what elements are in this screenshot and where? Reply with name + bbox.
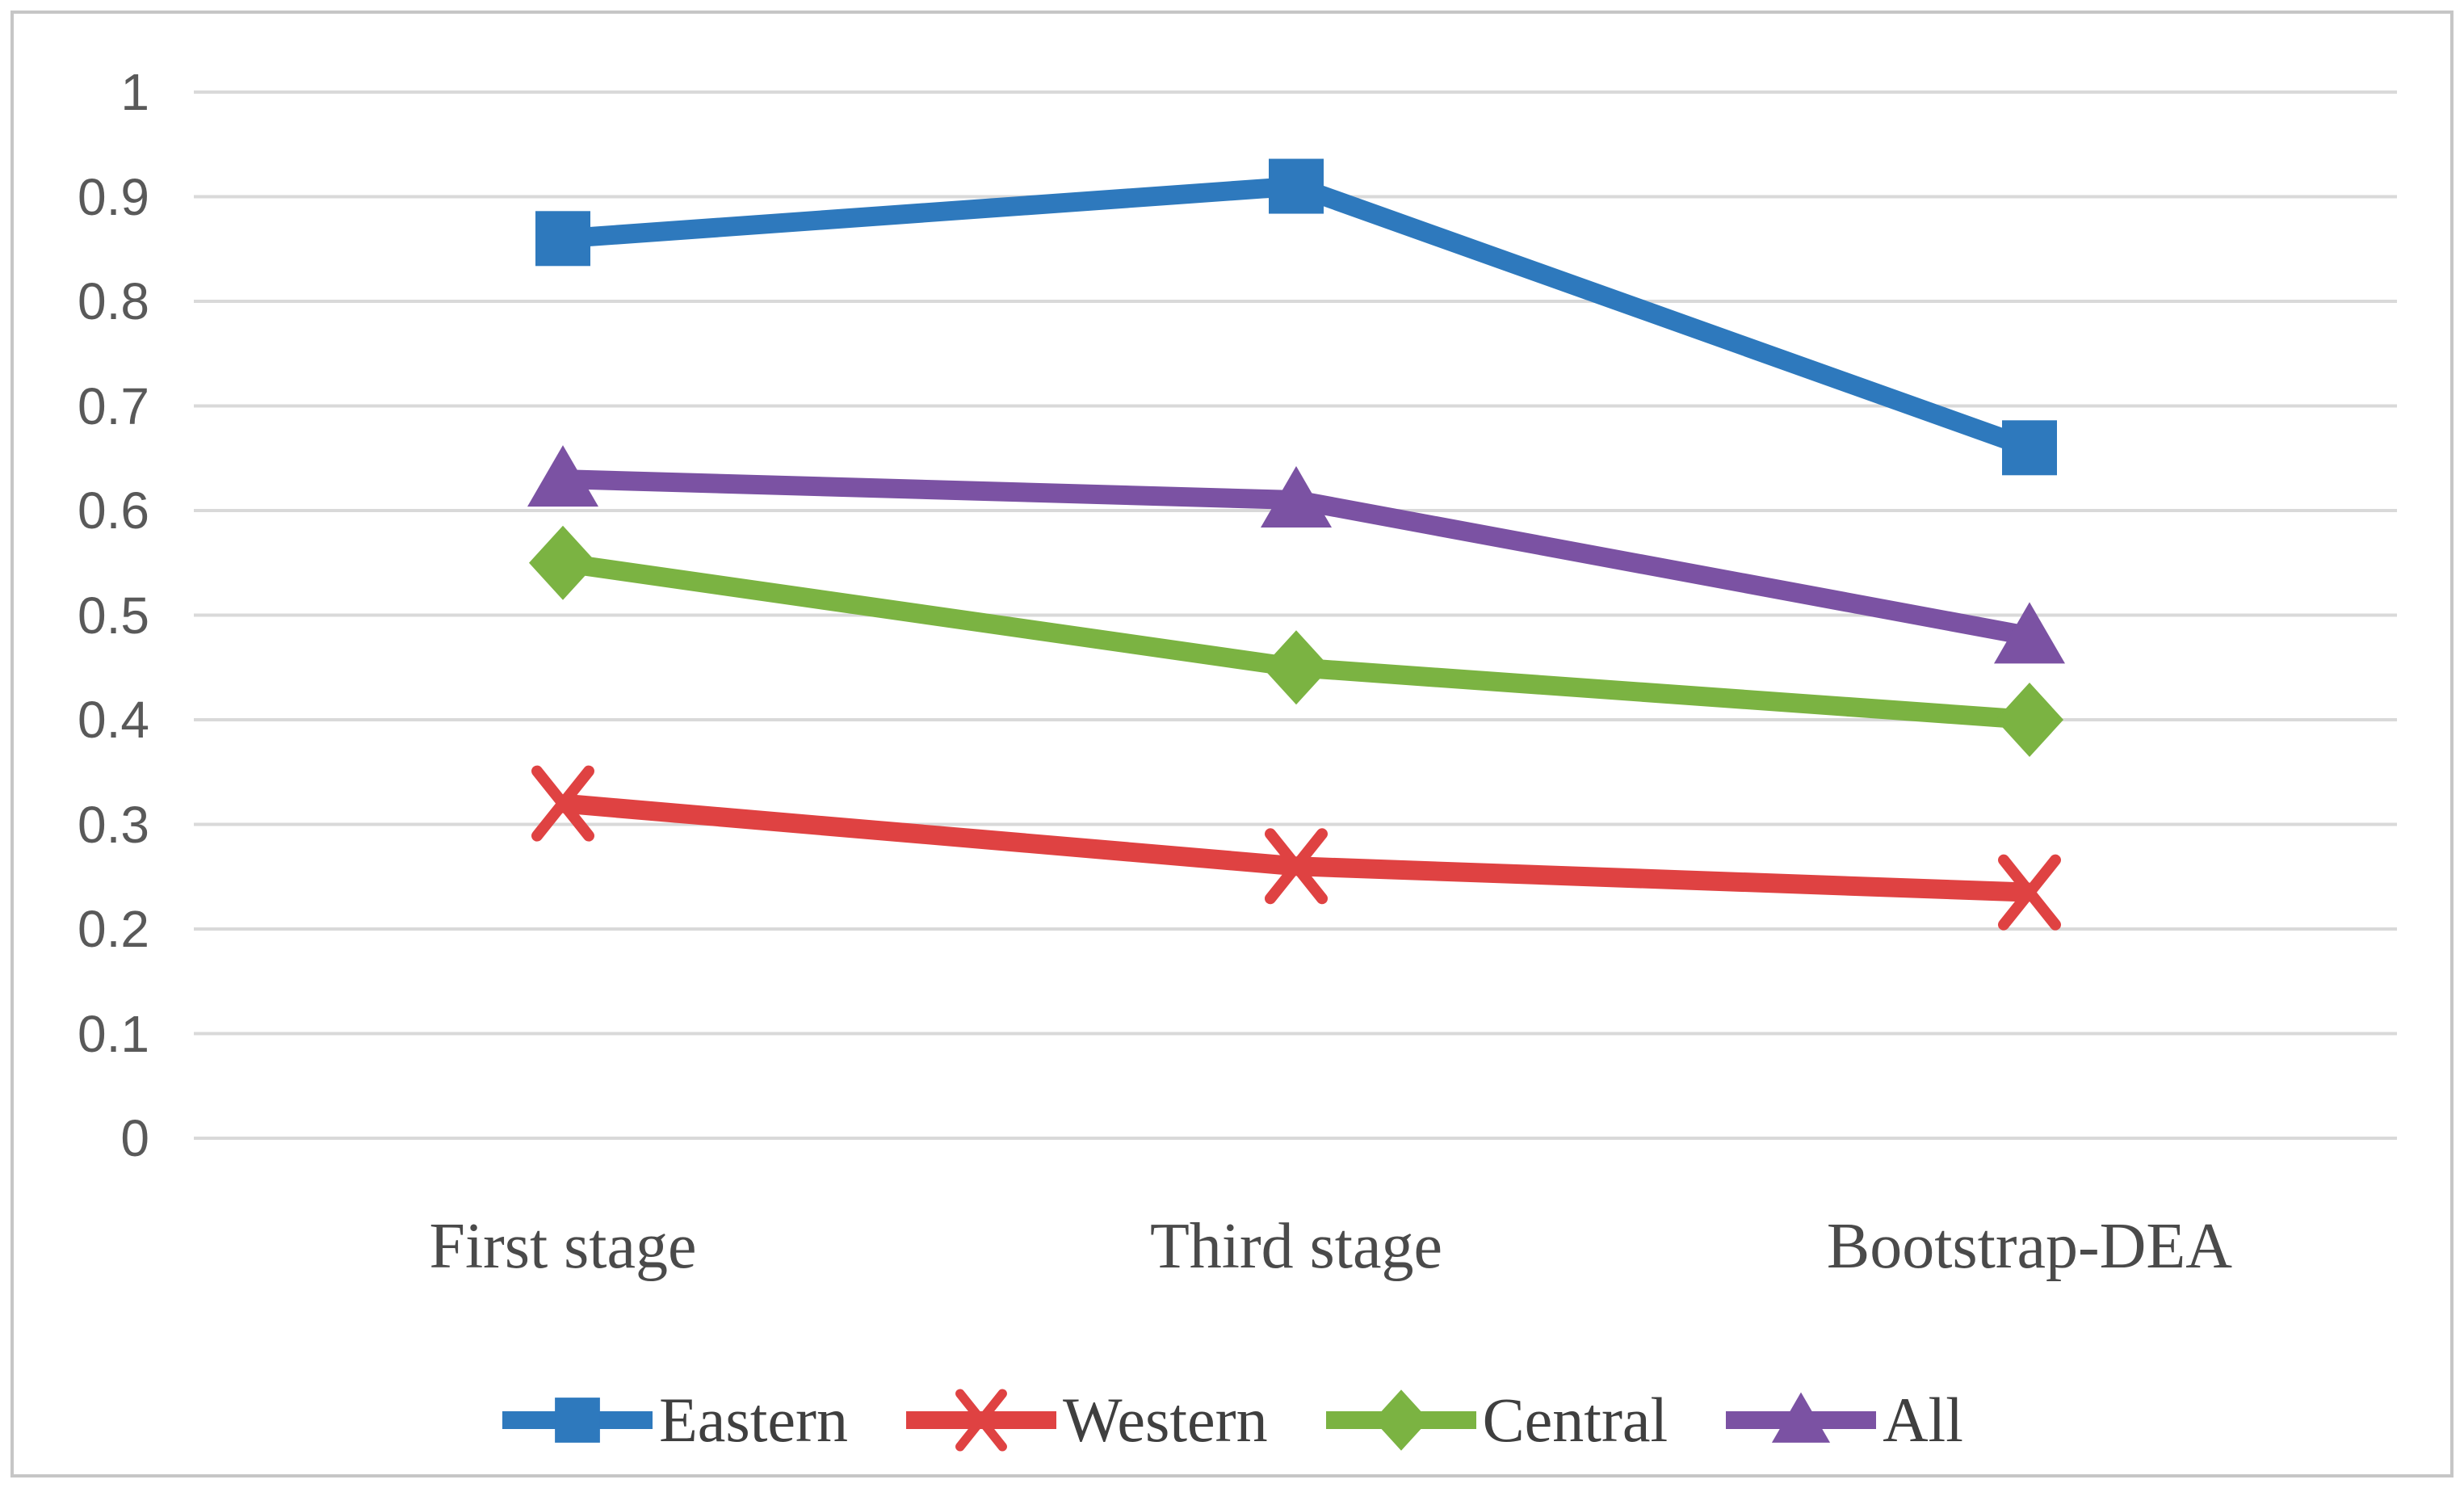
legend-swatch-eastern bbox=[502, 1398, 653, 1443]
y-tick-label: 0.2 bbox=[78, 900, 149, 958]
y-tick-label: 0.3 bbox=[78, 795, 149, 854]
marker-all-1 bbox=[1261, 466, 1332, 528]
marker-central-2 bbox=[1996, 683, 2063, 757]
legend-label-western: Western bbox=[1063, 1385, 1268, 1455]
marker-eastern-0 bbox=[535, 211, 590, 267]
marker-eastern-2 bbox=[2002, 420, 2057, 476]
legend-marker-central bbox=[1373, 1389, 1429, 1451]
marker-western-1 bbox=[1265, 828, 1328, 905]
series-line-western bbox=[561, 793, 2030, 902]
y-tick-label: 1 bbox=[120, 63, 149, 121]
legend-swatch-central bbox=[1325, 1389, 1476, 1451]
marker-all-2 bbox=[1994, 602, 2065, 664]
legend-item-eastern: Eastern bbox=[501, 1381, 848, 1459]
legend-item-western: Western bbox=[905, 1381, 1268, 1459]
y-tick-label: 0.4 bbox=[78, 691, 149, 749]
series-layer bbox=[527, 158, 2065, 931]
legend-label-all: All bbox=[1883, 1385, 1963, 1455]
y-tick-label: 0.8 bbox=[78, 272, 149, 330]
category-label-bootstrap-dea: Bootstrap-DEA bbox=[1826, 1211, 2233, 1282]
legend-swatch-western bbox=[906, 1389, 1056, 1452]
category-label-first-stage: First stage bbox=[429, 1211, 697, 1282]
y-tick-label: 0.6 bbox=[78, 481, 149, 540]
y-tick-label: 0.5 bbox=[78, 586, 149, 645]
series-line-eastern bbox=[562, 176, 2034, 457]
legend-marker-western bbox=[955, 1389, 1007, 1452]
marker-central-1 bbox=[1262, 630, 1330, 705]
legend-item-all: All bbox=[1724, 1381, 1963, 1459]
marker-eastern-1 bbox=[1269, 158, 1324, 214]
y-tick-label: 0.9 bbox=[78, 167, 149, 226]
gridlines bbox=[194, 90, 2397, 1140]
legend-item-central: Central bbox=[1324, 1381, 1669, 1459]
legend-label-eastern: Eastern bbox=[659, 1385, 848, 1455]
legend-swatch-all bbox=[1726, 1392, 1877, 1443]
y-tick-label: 0.1 bbox=[78, 1004, 149, 1063]
legend: Eastern Western Central All bbox=[0, 1372, 2464, 1469]
category-label-third-stage: Third stage bbox=[1149, 1211, 1443, 1282]
legend-label-central: Central bbox=[1482, 1385, 1669, 1455]
marker-all-0 bbox=[527, 445, 598, 507]
marker-western-2 bbox=[1998, 854, 2061, 931]
y-tick-label: 0 bbox=[120, 1109, 149, 1167]
legend-marker-eastern bbox=[555, 1398, 600, 1443]
y-tick-label: 0.7 bbox=[78, 376, 149, 435]
marker-western-0 bbox=[531, 765, 594, 842]
legend-marker-all bbox=[1772, 1392, 1831, 1443]
marker-central-0 bbox=[529, 525, 597, 600]
